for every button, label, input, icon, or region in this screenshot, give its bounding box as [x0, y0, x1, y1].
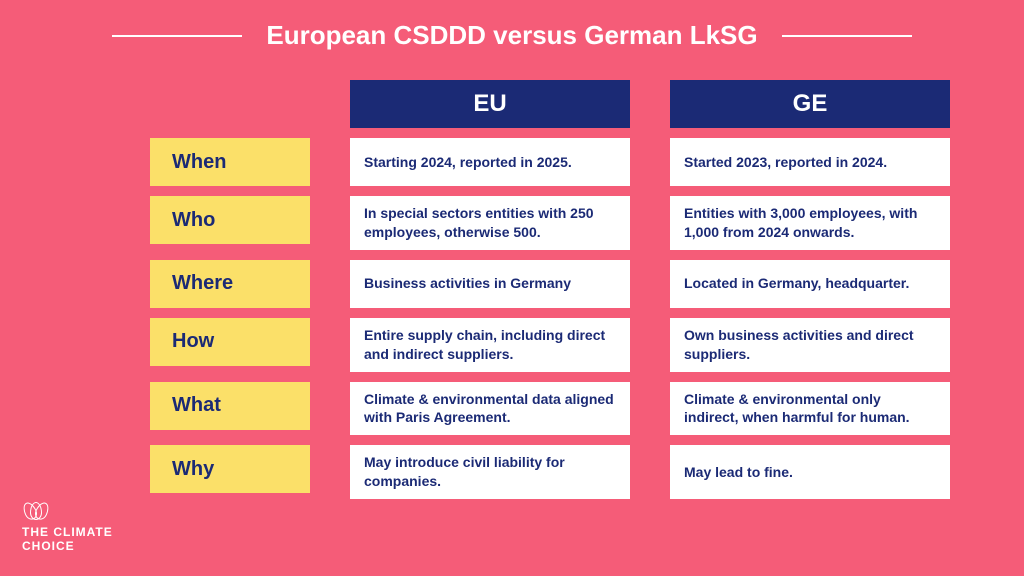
lotus-icon — [22, 502, 50, 522]
row-label-who: Who — [150, 196, 310, 244]
page-title: European CSDDD versus German LkSG — [266, 20, 757, 51]
logo-line-2: CHOICE — [22, 539, 75, 553]
column-header-ge: GE — [670, 80, 950, 128]
infographic-canvas: European CSDDD versus German LkSG EU GE … — [0, 0, 1024, 576]
logo-line-1: THE CLIMATE — [22, 525, 113, 539]
cell-ge-what: Climate & environmental only indirect, w… — [670, 382, 950, 436]
cell-eu-where: Business activities in Germany — [350, 260, 630, 308]
title-line-left — [112, 35, 242, 37]
title-row: European CSDDD versus German LkSG — [0, 20, 1024, 51]
title-line-right — [782, 35, 912, 37]
cell-ge-how: Own business activities and direct suppl… — [670, 318, 950, 372]
cell-ge-who: Entities with 3,000 employees, with 1,00… — [670, 196, 950, 250]
cell-eu-when: Starting 2024, reported in 2025. — [350, 138, 630, 186]
brand-logo: THE CLIMATE CHOICE — [22, 502, 113, 554]
row-label-how: How — [150, 318, 310, 366]
row-label-when: When — [150, 138, 310, 186]
cell-ge-where: Located in Germany, headquarter. — [670, 260, 950, 308]
blank-corner — [150, 80, 310, 128]
cell-eu-why: May introduce civil liability for compan… — [350, 445, 630, 499]
cell-eu-how: Entire supply chain, including direct an… — [350, 318, 630, 372]
cell-eu-who: In special sectors entities with 250 emp… — [350, 196, 630, 250]
row-label-why: Why — [150, 445, 310, 493]
logo-text: THE CLIMATE CHOICE — [22, 526, 113, 554]
cell-eu-what: Climate & environmental data aligned wit… — [350, 382, 630, 436]
cell-ge-when: Started 2023, reported in 2024. — [670, 138, 950, 186]
comparison-grid: EU GE When Starting 2024, reported in 20… — [150, 80, 970, 499]
column-header-eu: EU — [350, 80, 630, 128]
cell-ge-why: May lead to fine. — [670, 445, 950, 499]
row-label-what: What — [150, 382, 310, 430]
row-label-where: Where — [150, 260, 310, 308]
